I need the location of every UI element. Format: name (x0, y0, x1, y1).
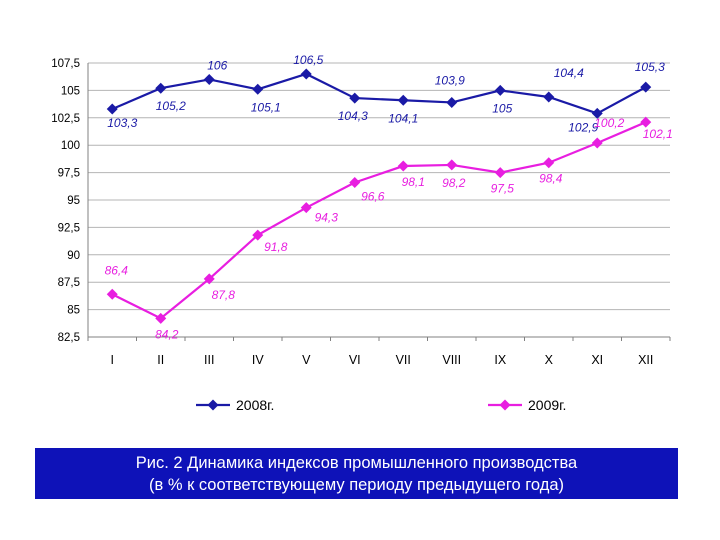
data-point (155, 312, 167, 324)
y-tick-label: 95 (67, 195, 80, 207)
data-label: 87,8 (212, 288, 236, 302)
data-point (349, 92, 361, 104)
data-point (106, 103, 118, 115)
x-tick-label: VII (396, 353, 411, 367)
data-label: 105 (492, 101, 512, 115)
data-label: 96,6 (361, 189, 385, 203)
data-label: 98,2 (442, 176, 466, 190)
x-tick-label: V (302, 353, 311, 367)
data-label: 106,5 (293, 53, 323, 67)
figure-caption: Рис. 2 Динамика индексов промышленного п… (35, 448, 678, 499)
legend: 2008г. 2009г. (196, 397, 566, 413)
series-line-1 (111, 72, 647, 115)
data-label: 105,2 (156, 99, 186, 113)
x-tick-label: X (545, 353, 554, 367)
x-tick-label: II (157, 353, 164, 367)
x-tick-label: III (204, 353, 214, 367)
y-tick-label: 92,5 (58, 222, 80, 234)
data-label: 84,2 (155, 327, 179, 341)
data-label: 97,5 (491, 182, 515, 196)
legend-marker (207, 399, 219, 411)
data-point (300, 68, 312, 80)
data-point (494, 84, 506, 96)
data-point (494, 167, 506, 179)
data-point (106, 288, 118, 300)
data-point (543, 157, 555, 169)
series: 103,3 105,2 106 105,1 106,5 104,3 104,1 103,9 10… (105, 53, 673, 341)
x-tick-label: IV (252, 353, 264, 367)
data-label: 98,1 (402, 175, 425, 189)
caption-line-1: Рис. 2 Динамика индексов промышленного п… (135, 453, 578, 472)
data-point (397, 94, 409, 106)
data-label: 105,3 (635, 60, 665, 74)
data-label: 104,3 (338, 109, 368, 123)
series-line-2 (111, 121, 647, 320)
x-tick-label: IX (494, 353, 506, 367)
data-point (446, 159, 458, 171)
data-point (203, 73, 215, 85)
data-label: 104,1 (388, 111, 418, 125)
data-point (300, 202, 312, 214)
data-label: 86,4 (105, 263, 129, 277)
data-label: 91,8 (264, 240, 288, 254)
y-tick-label: 85 (67, 305, 80, 317)
legend-marker (499, 399, 511, 411)
y-tick-label: 100 (61, 140, 80, 152)
x-tick-label: I (111, 353, 114, 367)
data-label: 102,1 (643, 127, 673, 141)
data-label: 100,2 (594, 116, 624, 130)
data-point (252, 83, 264, 95)
x-tick-label: XI (591, 353, 603, 367)
grid (88, 62, 670, 338)
data-label: 105,1 (251, 100, 281, 114)
data-point (446, 96, 458, 108)
x-tick-label: VIII (442, 353, 461, 367)
data-label: 106 (207, 58, 227, 72)
data-point (591, 107, 603, 119)
y-tick-label: 82,5 (58, 332, 80, 344)
y-tick-label: 107,5 (51, 58, 80, 70)
data-point (203, 273, 215, 285)
data-point (640, 81, 652, 93)
y-tick-label: 87,5 (58, 277, 80, 289)
data-point (543, 91, 555, 103)
y-tick-label: 97,5 (58, 168, 80, 180)
data-label: 103,3 (107, 116, 137, 130)
legend-label: 2008г. (236, 397, 274, 413)
data-point (252, 229, 264, 241)
data-point (349, 176, 361, 188)
data-label: 104,4 (554, 66, 584, 80)
y-tick-label: 105 (61, 85, 80, 97)
y-tick-label: 102,5 (51, 113, 80, 125)
data-label: 102,9 (568, 120, 598, 134)
caption-line-2: (в % к соответствующему периоду предыдущ… (148, 475, 565, 494)
data-point (155, 82, 167, 94)
y-tick-label: 90 (67, 250, 80, 262)
data-label: 103,9 (435, 73, 465, 87)
data-label: 98,4 (539, 172, 563, 186)
data-point (591, 137, 603, 149)
data-point (640, 116, 652, 128)
legend-label: 2009г. (528, 397, 566, 413)
data-label: 94,3 (315, 211, 339, 225)
x-tick-label: XII (638, 353, 653, 367)
x-tick-label: VI (349, 353, 361, 367)
data-point (397, 160, 409, 172)
